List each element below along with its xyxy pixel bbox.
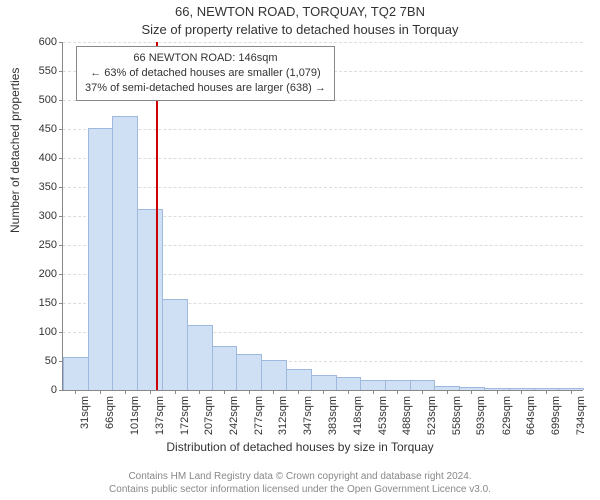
x-tick-mark xyxy=(571,390,572,394)
histogram-bar xyxy=(162,299,188,390)
y-tick-label: 550 xyxy=(39,65,57,77)
x-tick-mark xyxy=(323,390,324,394)
histogram-bar xyxy=(88,128,114,390)
x-tick-mark xyxy=(75,390,76,394)
credit-line-2: Contains public sector information licen… xyxy=(109,484,491,495)
y-tick-label: 200 xyxy=(39,268,57,280)
credit-text: Contains HM Land Registry data © Crown c… xyxy=(0,470,600,496)
y-tick-mark xyxy=(59,303,63,304)
x-tick-mark xyxy=(521,390,522,394)
x-tick-label: 488sqm xyxy=(401,396,413,435)
x-tick-mark xyxy=(224,390,225,394)
x-tick-mark xyxy=(125,390,126,394)
y-tick-mark xyxy=(59,71,63,72)
x-tick-mark xyxy=(373,390,374,394)
annotation-line-3: 37% of semi-detached houses are larger (… xyxy=(85,82,326,94)
histogram-bar xyxy=(385,380,411,390)
chart-subtitle: Size of property relative to detached ho… xyxy=(0,22,600,37)
x-tick-mark xyxy=(447,390,448,394)
y-tick-mark xyxy=(59,42,63,43)
y-tick-mark xyxy=(59,274,63,275)
x-tick-mark xyxy=(546,390,547,394)
histogram-bar xyxy=(112,116,138,390)
y-tick-label: 0 xyxy=(51,384,57,396)
x-tick-label: 558sqm xyxy=(451,396,463,435)
histogram-bar xyxy=(311,375,337,391)
histogram-bar xyxy=(286,369,312,390)
x-tick-label: 66sqm xyxy=(104,396,116,429)
x-tick-label: 347sqm xyxy=(302,396,314,435)
histogram-bar xyxy=(410,380,436,390)
y-tick-mark xyxy=(59,216,63,217)
x-tick-mark xyxy=(348,390,349,394)
y-tick-mark xyxy=(59,129,63,130)
x-tick-mark xyxy=(249,390,250,394)
x-tick-mark xyxy=(397,390,398,394)
y-tick-mark xyxy=(59,390,63,391)
y-tick-mark xyxy=(59,158,63,159)
y-tick-mark xyxy=(59,332,63,333)
grid-line xyxy=(63,187,583,188)
y-tick-label: 400 xyxy=(39,152,57,164)
x-tick-label: 734sqm xyxy=(575,396,587,435)
histogram-bar xyxy=(236,354,262,390)
x-tick-label: 207sqm xyxy=(203,396,215,435)
x-tick-label: 523sqm xyxy=(426,396,438,435)
x-tick-label: 137sqm xyxy=(154,396,166,435)
x-tick-label: 383sqm xyxy=(327,396,339,435)
y-axis-label: Number of detached properties xyxy=(8,68,22,233)
x-axis-label: Distribution of detached houses by size … xyxy=(0,440,600,454)
grid-line xyxy=(63,129,583,130)
y-tick-mark xyxy=(59,187,63,188)
x-tick-mark xyxy=(100,390,101,394)
x-tick-label: 453sqm xyxy=(377,396,389,435)
histogram-bar xyxy=(261,360,287,390)
annotation-line-1: 66 NEWTON ROAD: 146sqm xyxy=(133,52,277,64)
y-tick-mark xyxy=(59,245,63,246)
x-tick-mark xyxy=(175,390,176,394)
y-tick-label: 250 xyxy=(39,239,57,251)
credit-line-1: Contains HM Land Registry data © Crown c… xyxy=(128,471,471,482)
x-tick-mark xyxy=(298,390,299,394)
histogram-bar xyxy=(63,357,89,390)
histogram-bar xyxy=(187,325,213,390)
x-tick-mark xyxy=(199,390,200,394)
x-tick-label: 312sqm xyxy=(277,396,289,435)
y-tick-label: 150 xyxy=(39,297,57,309)
y-tick-label: 600 xyxy=(39,36,57,48)
x-tick-label: 101sqm xyxy=(129,396,141,435)
histogram-bar xyxy=(137,209,163,390)
x-tick-label: 699sqm xyxy=(550,396,562,435)
x-tick-label: 277sqm xyxy=(253,396,265,435)
x-tick-mark xyxy=(497,390,498,394)
x-tick-label: 31sqm xyxy=(79,396,91,429)
x-tick-label: 242sqm xyxy=(228,396,240,435)
grid-line xyxy=(63,42,583,43)
x-tick-mark xyxy=(150,390,151,394)
y-tick-label: 50 xyxy=(45,355,57,367)
x-tick-label: 664sqm xyxy=(525,396,537,435)
x-tick-mark xyxy=(422,390,423,394)
x-tick-label: 418sqm xyxy=(352,396,364,435)
histogram-bar xyxy=(212,346,238,391)
x-tick-label: 629sqm xyxy=(501,396,513,435)
y-tick-label: 350 xyxy=(39,181,57,193)
chart-container: { "title": "66, NEWTON ROAD, TORQUAY, TQ… xyxy=(0,0,600,500)
grid-line xyxy=(63,158,583,159)
y-tick-label: 300 xyxy=(39,210,57,222)
histogram-bar xyxy=(360,380,386,390)
histogram-bar xyxy=(336,377,362,390)
x-tick-mark xyxy=(273,390,274,394)
x-tick-mark xyxy=(471,390,472,394)
chart-title: 66, NEWTON ROAD, TORQUAY, TQ2 7BN xyxy=(0,4,600,19)
y-tick-label: 100 xyxy=(39,326,57,338)
x-tick-label: 593sqm xyxy=(475,396,487,435)
x-tick-label: 172sqm xyxy=(179,396,191,435)
y-tick-mark xyxy=(59,100,63,101)
y-tick-label: 450 xyxy=(39,123,57,135)
annotation-box: 66 NEWTON ROAD: 146sqm ← 63% of detached … xyxy=(76,46,335,101)
y-tick-label: 500 xyxy=(39,94,57,106)
annotation-line-2: ← 63% of detached houses are smaller (1,… xyxy=(90,67,321,79)
